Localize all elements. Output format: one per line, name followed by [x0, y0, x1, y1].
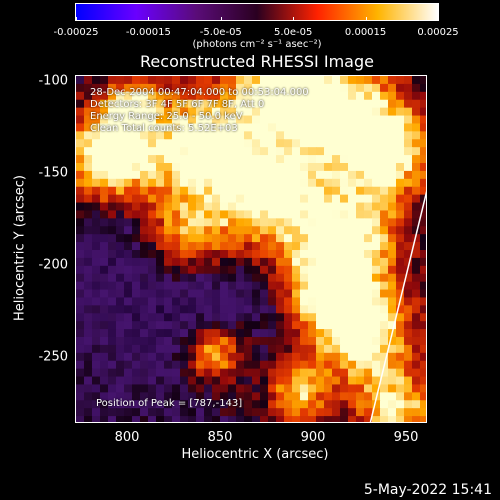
colorbar-tick — [293, 17, 295, 21]
peak-position: Position of Peak = [787,-143] — [96, 398, 243, 409]
colorbar-tick-label: -5.0e-05 — [199, 27, 242, 38]
y-axis-title: Heliocentric Y (arcsec) — [12, 175, 28, 321]
colorbar-tick — [76, 17, 77, 21]
y-tick-label: -150 — [38, 165, 68, 181]
colorbar-tick — [365, 17, 367, 21]
colorbar-tick — [438, 17, 439, 21]
colorbar-units: (photons cm⁻² s⁻¹ asec⁻²) — [192, 39, 322, 50]
info-detectors: Detectors: 3F 4F 5F 6F 7F 8F, Att 0 — [90, 99, 265, 110]
heatmap-image — [76, 76, 426, 422]
colorbar-tick — [148, 17, 150, 21]
info-energy-range: Energy Range: 25.0 - 50.0 keV — [90, 111, 243, 122]
x-tick-label: 850 — [207, 430, 233, 445]
datestamp: 5-May-2022 15:41 — [363, 482, 492, 498]
colorbar-tick-label: -0.00025 — [53, 27, 99, 38]
colorbar-tick-label: -0.00015 — [125, 27, 171, 38]
x-tick-label: 900 — [300, 430, 326, 445]
x-tick-label: 950 — [393, 430, 419, 445]
colorbar-tick — [220, 17, 222, 21]
rhessi-image: 28-Dec-2004 00:47:04.000 to 00:53:04.000… — [75, 75, 427, 423]
solar-limb-line — [369, 191, 426, 422]
colorbar-tick-label: 5.0e-05 — [273, 27, 313, 38]
plot-title: Reconstructed RHESSI Image — [140, 52, 374, 71]
y-tick-label: -200 — [38, 257, 68, 273]
colorbar-tick-label: 0.00015 — [344, 27, 387, 38]
info-clean-counts: Clean Total counts: 5.52E+03 — [90, 123, 238, 134]
y-tick-label: -250 — [38, 349, 68, 365]
x-axis-title: Heliocentric X (arcsec) — [181, 447, 329, 462]
info-time-range: 28-Dec-2004 00:47:04.000 to 00:53:04.000 — [90, 87, 309, 98]
colorbar — [75, 3, 439, 21]
y-tick-label: -100 — [38, 73, 68, 89]
x-tick-label: 800 — [114, 430, 140, 445]
colorbar-tick-label: 0.00025 — [417, 27, 459, 38]
